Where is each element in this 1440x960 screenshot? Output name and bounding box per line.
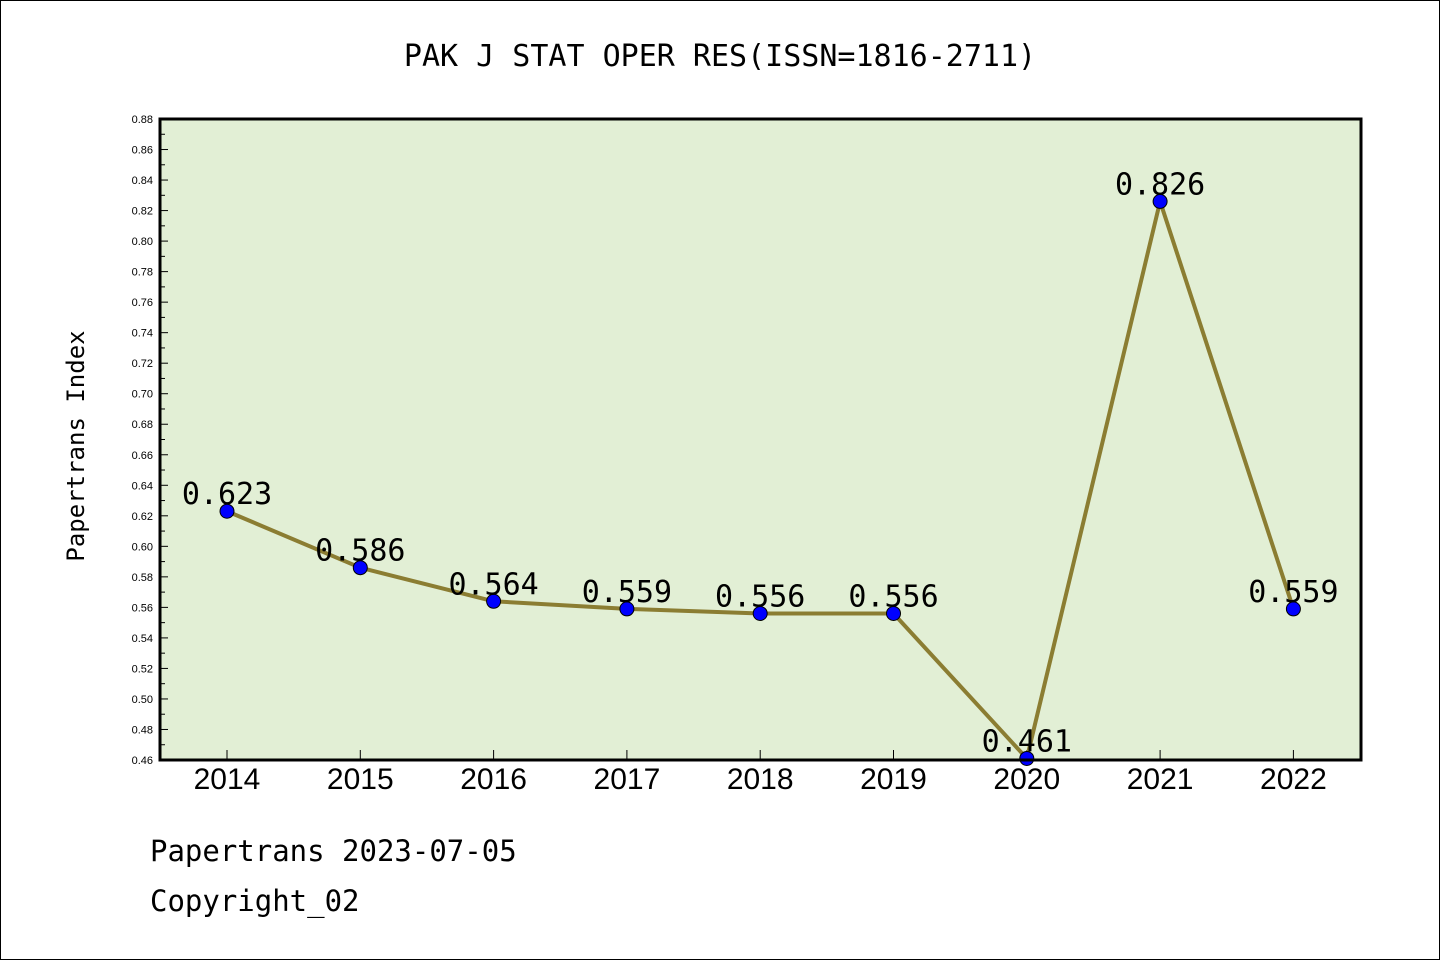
y-tick-label: 0.46 [132,755,153,767]
x-tick-label: 2020 [993,763,1060,796]
y-tick-label: 0.74 [132,328,153,340]
x-tick-label: 2022 [1260,763,1327,796]
x-axis: 2014 2015 2016 2017 2018 2019 2020 2021 2022 [194,750,1327,796]
x-tick-label: 2017 [594,763,661,796]
data-point-marker [486,593,502,609]
data-label: 0.559 [1248,575,1338,610]
y-tick-label: 0.58 [132,572,153,584]
data-label: 0.556 [715,579,805,614]
data-point-marker [352,560,368,576]
y-tick-label: 0.68 [132,419,153,431]
chart-title: PAK J STAT OPER RES(ISSN=1816-2711) [404,39,1036,74]
data-label: 0.623 [182,477,272,512]
y-tick-label: 0.66 [132,450,153,462]
y-tick-label: 0.54 [132,633,153,645]
footer-date: Papertrans 2023-07-05 [150,834,517,868]
data-label: 0.559 [582,575,672,610]
y-tick-label: 0.88 [132,114,153,126]
y-tick-label: 0.78 [132,267,153,279]
y-tick-label: 0.72 [132,358,153,370]
x-tick-label: 2019 [860,763,927,796]
footer-copyright: Copyright_02 [150,884,360,918]
data-point-marker [1285,601,1301,617]
y-tick-label: 0.86 [132,145,153,157]
y-tick-label: 0.80 [132,236,153,248]
data-label: 0.586 [315,534,405,569]
marker-group [219,193,1301,766]
data-label: 0.826 [1115,167,1205,202]
data-label: 0.556 [848,579,938,614]
data-point-marker [752,605,768,621]
y-tick-label: 0.84 [132,175,153,187]
y-tick-label: 0.62 [132,511,153,523]
y-tick-label: 0.60 [132,541,153,553]
x-tick-label: 2016 [460,763,527,796]
x-tick-label: 2015 [327,763,394,796]
y-axis-label: Papertrans Index [62,330,90,561]
data-point-marker [1019,750,1035,766]
plot-border [158,117,1363,762]
y-tick-label: 0.48 [132,724,153,736]
data-label: 0.461 [982,724,1072,759]
data-label: 0.564 [448,567,538,602]
y-tick-label: 0.56 [132,602,153,614]
data-point-marker [1152,193,1168,209]
x-tick-label: 2021 [1127,763,1194,796]
y-tick-label: 0.50 [132,694,153,706]
y-tick-label: 0.52 [132,663,153,675]
plot-area [160,119,1361,760]
y-tick-label: 0.76 [132,297,153,309]
y-tick-label: 0.70 [132,389,153,401]
y-tick-label: 0.64 [132,480,153,492]
data-point-marker [219,503,235,519]
data-label-group: 0.623 0.586 0.564 0.559 0.556 0.556 0.461 0.826… [182,167,1339,759]
x-tick-label: 2018 [727,763,794,796]
y-tick-label: 0.82 [132,206,153,218]
x-tick-label: 2014 [194,763,261,796]
data-point-marker [619,601,635,617]
data-point-marker [886,605,901,621]
